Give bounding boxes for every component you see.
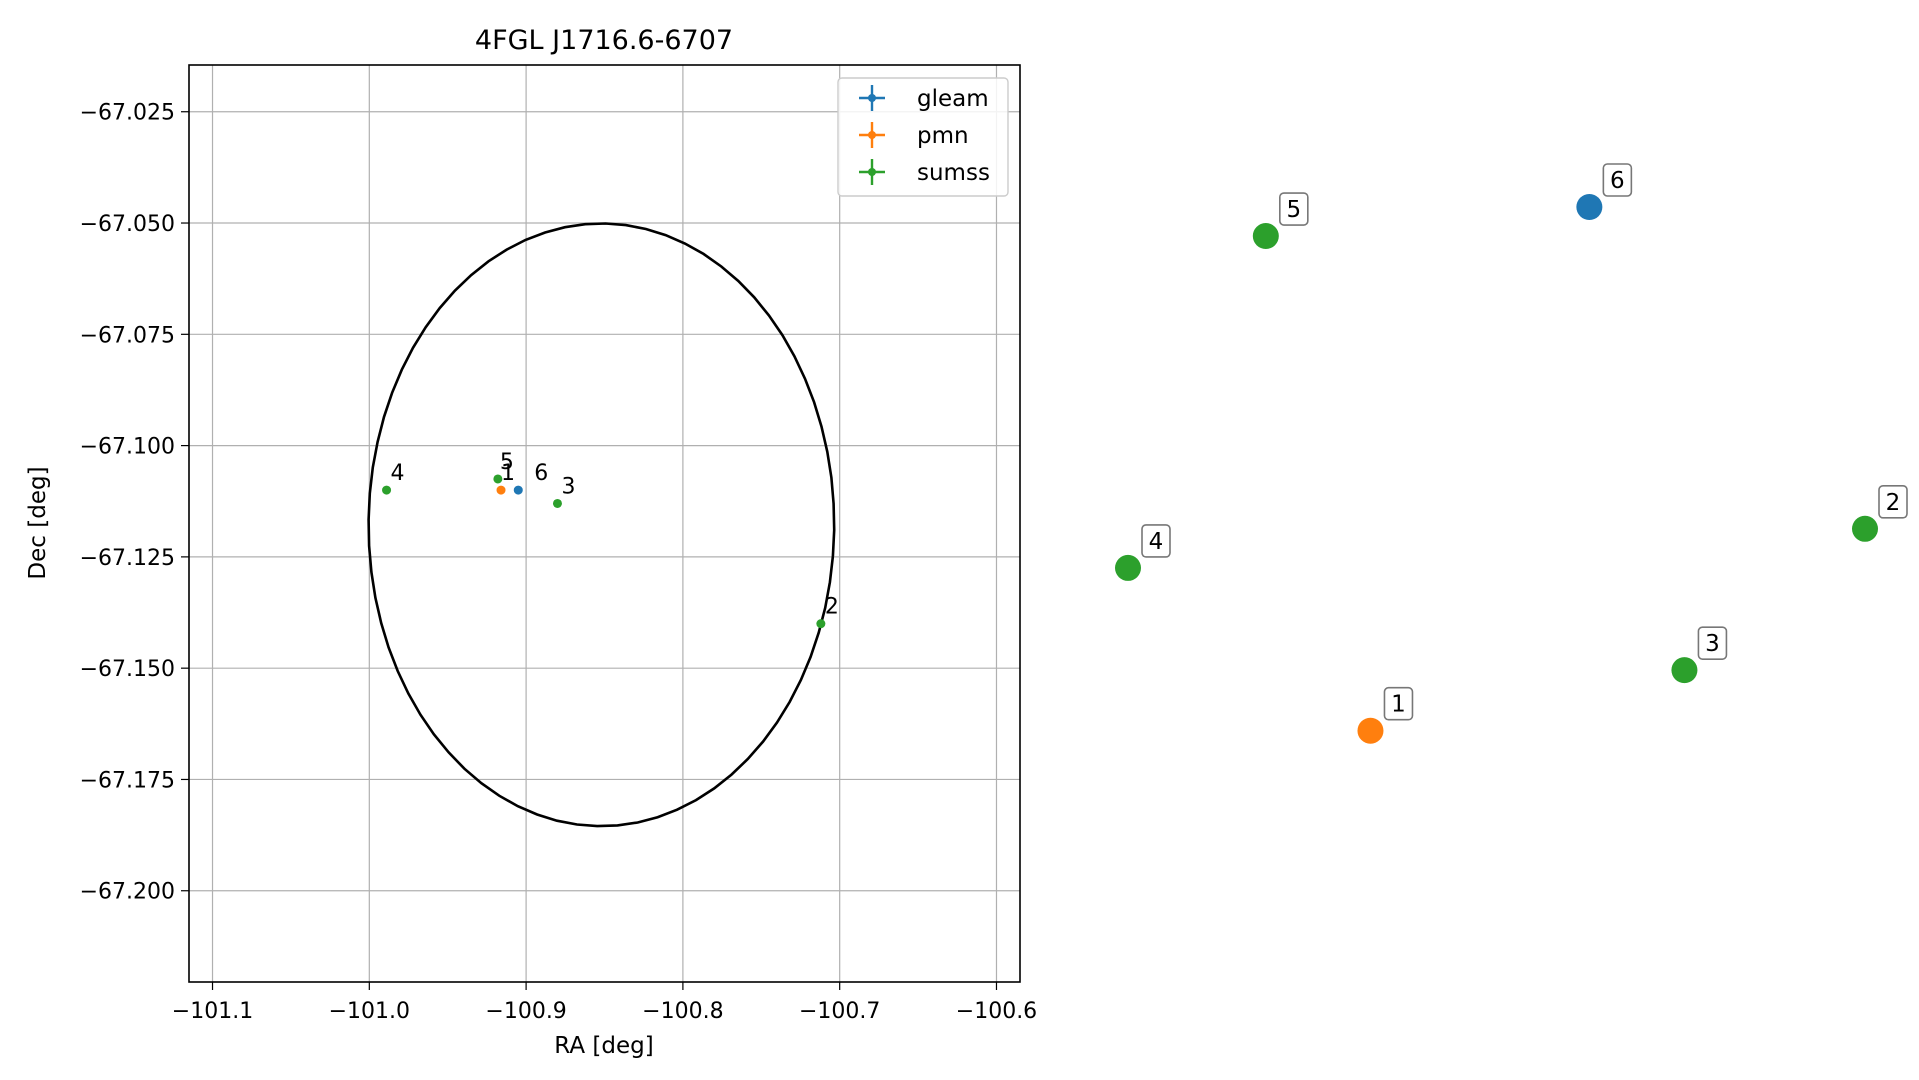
source-point-sumss [382,485,392,495]
legend-marker-dot [868,94,876,102]
legend-marker-dot [868,131,876,139]
y-tick-label: −67.025 [80,101,175,126]
source-point-gleam [513,485,523,495]
x-tick-label: −101.0 [329,999,410,1024]
y-tick-label: −67.175 [80,768,175,793]
legend-marker-dot [868,168,876,176]
x-tick-label: −100.8 [642,999,723,1024]
layout-point-label: 5 [1286,197,1301,223]
chart-title: 4FGL J1716.6-6707 [475,25,733,56]
y-axis-label: Dec [deg] [25,466,51,579]
x-tick-label: −100.7 [799,999,880,1024]
layout-label-box [1697,626,1728,660]
source-point-sumss [493,474,503,484]
source-points: 61 2 3 4 5 [382,450,839,629]
layout-label-box [1878,485,1908,519]
layout-point-sumss [1671,657,1698,684]
layout-point-label: 3 [1705,631,1720,657]
legend-entry-sumss: sumss [859,159,990,186]
legend: gleam pmn sumss [837,77,1009,197]
y-tick-label: −67.050 [80,212,175,237]
layout-point-sumss [1852,515,1878,542]
layout-point-sumss [1115,554,1141,581]
legend-entry-gleam: gleam [859,85,989,112]
legend-label: pmn [917,123,969,149]
point-label: 6 [534,461,548,486]
layout-point-sumss [1252,223,1279,250]
layout-label-box [1279,192,1309,226]
x-axis-ticks: −101.1 −101.0 −100.9 −100.8 −100.7 −100.6 [172,982,1037,1024]
y-axis-ticks: −67.025 −67.050 −67.075 −67.100 −67.125 −67.1… [80,101,189,905]
y-tick-label: −67.100 [80,435,175,460]
layout-label-box [1383,686,1414,721]
y-tick-label: −67.125 [80,546,175,571]
x-tick-label: −100.6 [956,999,1037,1024]
source-point-pmn [496,485,506,495]
layout-point-label: 2 [1886,490,1901,516]
point-label: 1 [501,461,515,486]
point-label: 5 [500,450,514,475]
point-label: 2 [825,595,839,620]
x-axis-label: RA [deg] [554,1033,653,1059]
layout-point-gleam [1576,194,1603,220]
source-layout-chart: 1 2 3 4 5 6 [1115,163,1908,744]
y-tick-label: −67.200 [80,880,175,905]
x-tick-label: −100.9 [485,999,566,1024]
legend-label: gleam [917,86,989,112]
legend-label: sumss [917,160,990,186]
point-label: 3 [561,474,575,499]
layout-point-label: 6 [1610,168,1625,194]
y-tick-label: −67.150 [80,657,175,682]
error-ellipse [367,222,836,828]
point-label: 4 [391,461,405,486]
layout-point-label: 4 [1149,529,1164,555]
legend-box [837,77,1009,197]
layout-point-pmn [1357,717,1384,744]
layout-label-box [1141,524,1171,558]
layout-point-label: 1 [1391,692,1406,718]
source-point-sumss [552,498,562,508]
y-tick-label: −67.075 [80,323,175,348]
source-point-sumss [816,619,826,629]
layout-label-box [1602,163,1633,197]
legend-entry-pmn: pmn [859,122,969,149]
x-tick-label: −101.1 [172,999,253,1024]
error-ellipse-layer [367,222,836,828]
plot-frame [188,64,1021,983]
